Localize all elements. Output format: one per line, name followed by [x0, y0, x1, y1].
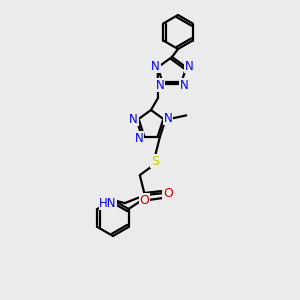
Text: O: O: [163, 187, 173, 200]
Text: N: N: [135, 132, 144, 145]
Text: HN: HN: [99, 196, 117, 210]
Text: N: N: [164, 112, 172, 125]
Text: N: N: [156, 79, 165, 92]
Text: O: O: [140, 194, 149, 206]
Text: N: N: [185, 60, 194, 73]
Text: N: N: [152, 60, 160, 73]
Text: N: N: [129, 113, 138, 126]
Text: S: S: [151, 154, 159, 168]
Text: N: N: [179, 79, 188, 92]
